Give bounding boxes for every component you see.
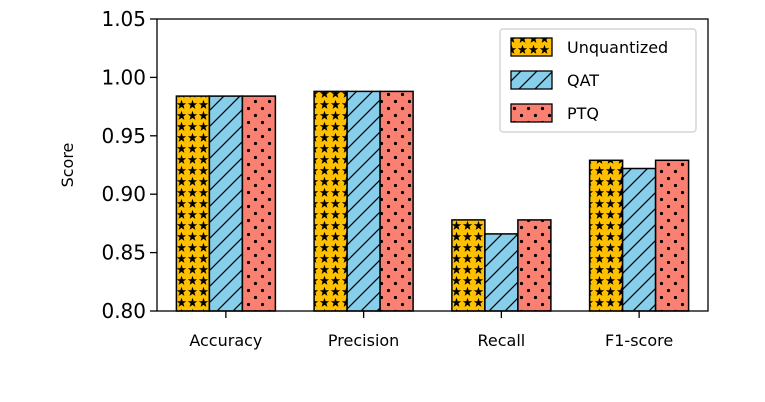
y-tick-label: 1.05: [101, 7, 146, 31]
y-tick-label: 0.85: [101, 241, 146, 265]
bar-unquantized-precision: [313, 90, 348, 312]
bar-ptq-recall: [517, 219, 552, 312]
y-axis-ticks: 0.80 0.85 0.90 0.95 1.00 1.05: [101, 7, 157, 323]
bar-qat-f1-score: [621, 167, 657, 312]
legend: Unquantized QAT PTQ: [499, 28, 697, 133]
y-tick-label: 0.90: [101, 182, 146, 206]
y-tick-label: 0.80: [101, 299, 146, 323]
bar-unquantized-recall: [451, 219, 486, 312]
x-axis-ticks: Accuracy Precision Recall F1-score: [189, 311, 673, 350]
x-tick-label: Precision: [328, 331, 399, 350]
legend-swatch-ptq: [510, 103, 553, 123]
y-axis-label: Score: [58, 143, 77, 188]
bar-ptq-f1-score: [654, 159, 690, 312]
bars-group: [175, 90, 690, 312]
bar-unquantized-f1-score: [588, 159, 624, 312]
bar-qat-precision: [346, 90, 381, 312]
legend-label-unquantized: Unquantized: [567, 38, 668, 57]
plot-frame: [156, 18, 709, 312]
x-tick-label: Accuracy: [189, 331, 262, 350]
bar-unquantized-accuracy: [175, 95, 211, 312]
legend-label-ptq: PTQ: [567, 104, 599, 123]
x-tick-label: F1-score: [605, 331, 673, 350]
y-tick-label: 1.00: [101, 65, 146, 89]
legend-swatch-unquantized: [510, 37, 553, 57]
bar-ptq-precision: [379, 90, 414, 312]
bar-qat-recall: [484, 233, 519, 312]
x-tick-label: Recall: [478, 331, 526, 350]
bar-qat-accuracy: [208, 95, 244, 312]
legend-swatch-qat: [510, 70, 553, 90]
bar-ptq-accuracy: [241, 95, 277, 312]
legend-label-qat: QAT: [567, 71, 599, 90]
y-tick-label: 0.95: [101, 124, 146, 148]
